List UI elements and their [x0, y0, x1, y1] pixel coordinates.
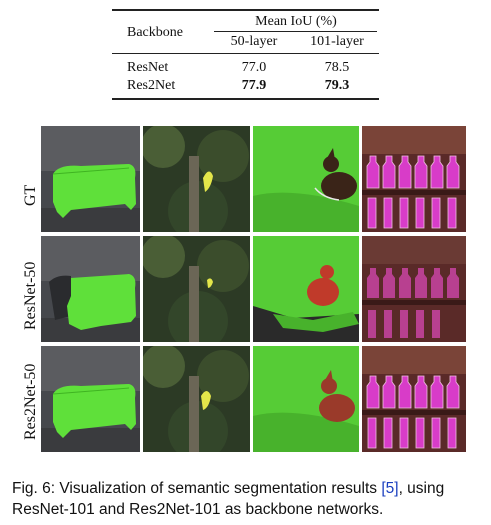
cell-bottles-gt [362, 126, 466, 232]
table-mid-rule [112, 53, 379, 54]
subheader-101-layer: 101-layer [310, 34, 364, 49]
caption-suffix: , using ResNet-101 and Res2Net-101 as ba… [12, 480, 445, 518]
header-backbone: Backbone [127, 25, 183, 40]
row-value-101: 79.3 [324, 78, 350, 93]
cell-cat-gt [253, 126, 359, 232]
cell-tree-gt [143, 126, 250, 232]
caption-prefix: Fig. 6: Visualization of semantic segmen… [12, 480, 382, 497]
table-bottom-rule [112, 98, 379, 100]
row-value-101: 78.5 [324, 60, 350, 75]
cell-tree-resnet-50 [143, 236, 250, 342]
subheader-50-layer: 50-layer [230, 34, 278, 49]
cell-cat-resnet-50 [253, 236, 359, 342]
row-name: ResNet [127, 60, 169, 75]
cell-sofa-resnet-50 [41, 236, 140, 342]
citation-link[interactable]: [5] [381, 480, 399, 497]
cell-sofa-gt [41, 126, 140, 232]
figure-caption: Fig. 6: Visualization of semantic segmen… [12, 478, 482, 520]
cell-bottles-res2net-50 [362, 346, 466, 452]
cell-bottles-resnet-50 [362, 236, 466, 342]
row-value-50: 77.0 [241, 60, 267, 75]
cell-sofa-res2net-50 [41, 346, 140, 452]
row-name: Res2Net [127, 78, 176, 93]
row-label-gt: GT [22, 184, 39, 206]
row-label-res2net-50: Res2Net-50 [22, 363, 39, 440]
cell-cat-res2net-50 [253, 346, 359, 452]
table-top-rule [112, 9, 379, 11]
row-label-resnet-50: ResNet-50 [22, 261, 39, 330]
header-group-rule [214, 31, 377, 32]
header-mean-iou: Mean IoU (%) [255, 14, 337, 29]
cell-tree-res2net-50 [143, 346, 250, 452]
row-value-50: 77.9 [241, 78, 267, 93]
